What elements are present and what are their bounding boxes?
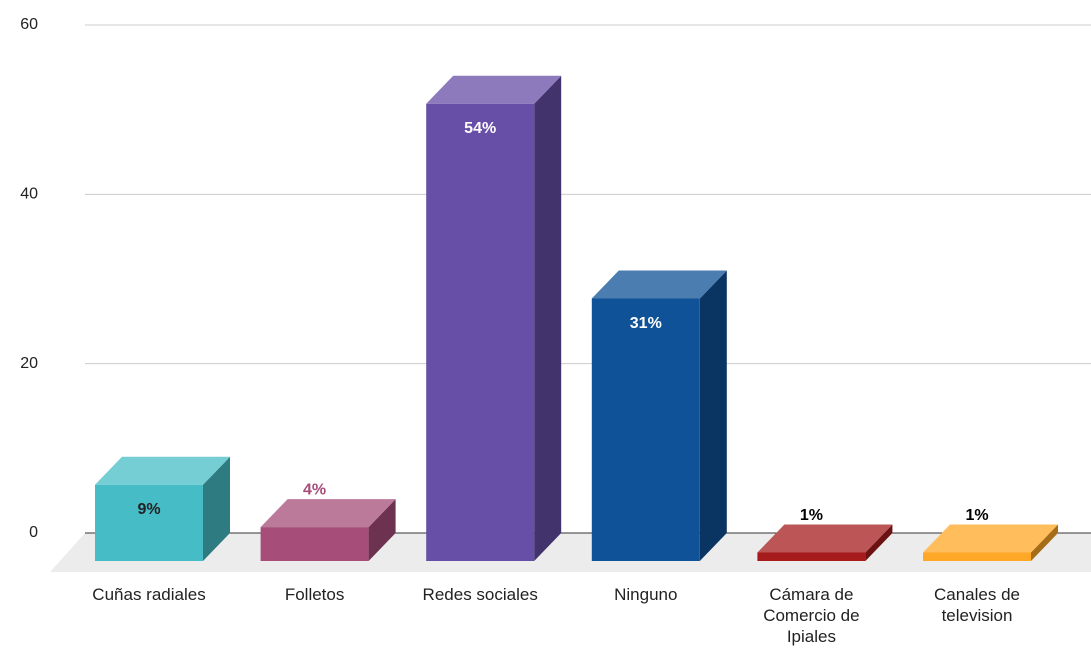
bar-front [757,552,866,561]
bar-side [203,456,230,561]
y-tick-label: 40 [20,186,38,203]
bar-top [95,456,230,485]
bar-front [260,527,369,561]
data-label: 4% [303,481,326,498]
y-tick-label: 60 [20,16,38,33]
y-tick-label: 0 [29,524,38,541]
bar-front [426,103,535,562]
bar-side [865,524,893,561]
data-label: 1% [965,507,988,524]
bar-side [534,75,562,562]
bar-top [260,499,396,528]
x-tick-label: Cámara de Comercio de Ipiales [763,585,860,646]
bar-side [699,270,727,561]
x-tick-label: Redes sociales [422,585,538,604]
bar-top [591,270,727,299]
bar-top [426,75,562,104]
bar [260,499,396,561]
bar [757,524,893,561]
bar-top [757,524,893,553]
data-label: 31% [630,315,662,332]
bar-side [368,499,396,561]
bar [95,456,230,561]
data-label: 1% [800,507,823,524]
bar [426,75,562,562]
bar-front [923,552,1031,561]
x-tick-label: Cuñas radiales [92,585,206,604]
bar-front [591,298,700,561]
data-label: 54% [464,120,496,137]
data-label: 9% [137,501,160,518]
y-tick-label: 20 [20,355,38,372]
bar-front [95,484,203,561]
x-tick-label: Folletos [284,585,345,604]
x-tick-label: Canales de television [933,585,1020,625]
bar-side [1031,524,1058,561]
bar [591,270,727,561]
bar-top [923,524,1058,553]
bar [923,524,1058,561]
x-tick-label: Ninguno [614,585,678,604]
